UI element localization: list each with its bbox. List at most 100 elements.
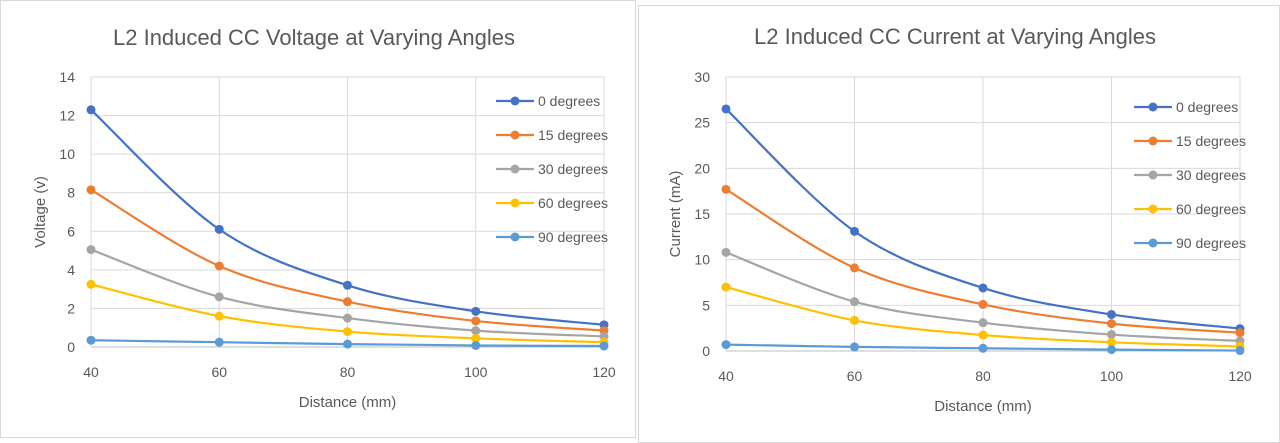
data-point xyxy=(850,342,859,352)
data-point xyxy=(978,330,988,340)
data-point xyxy=(850,263,859,273)
y-tick-label: 12 xyxy=(59,108,75,124)
y-tick-label: 10 xyxy=(694,252,710,268)
data-point xyxy=(471,333,481,343)
y-tick-label: 4 xyxy=(67,262,75,278)
data-point xyxy=(471,326,481,336)
data-point xyxy=(86,245,96,255)
y-tick-label: 5 xyxy=(702,297,710,313)
y-tick-label: 20 xyxy=(694,160,710,176)
legend-label: 15 degrees xyxy=(1176,133,1246,149)
chart-1: L2 Induced CC Current at Varying Angles 0… xyxy=(638,5,1280,443)
chart-border xyxy=(0,0,636,438)
legend-label: 60 degrees xyxy=(1176,201,1246,217)
data-point xyxy=(721,247,731,257)
chart-title: L2 Induced CC Current at Varying Angles xyxy=(754,24,1156,49)
series-2: 30 degrees xyxy=(86,161,609,341)
data-point xyxy=(978,283,988,293)
legend-label: 0 degrees xyxy=(538,93,600,109)
data-point xyxy=(471,316,481,326)
data-point xyxy=(343,313,352,323)
x-tick-label: 100 xyxy=(464,364,488,380)
data-point xyxy=(978,299,988,309)
data-point xyxy=(471,340,481,350)
legend-label: 60 degrees xyxy=(538,195,608,211)
series-4: 90 degrees xyxy=(86,229,609,351)
legend-marker xyxy=(1148,238,1158,248)
data-point xyxy=(343,339,352,349)
data-point xyxy=(978,343,988,353)
legend-marker xyxy=(510,130,520,140)
y-tick-label: 2 xyxy=(67,300,75,316)
legend-marker xyxy=(510,96,520,106)
series-1: 15 degrees xyxy=(86,127,609,336)
x-tick-label: 60 xyxy=(211,364,227,380)
x-tick-label: 120 xyxy=(592,364,616,380)
data-point xyxy=(721,184,731,194)
data-point xyxy=(721,104,731,114)
data-point xyxy=(343,297,352,307)
x-axis-label: Distance (mm) xyxy=(299,394,397,411)
data-point xyxy=(1107,337,1116,347)
data-point xyxy=(86,105,96,115)
x-tick-label: 80 xyxy=(340,364,356,380)
x-tick-label: 80 xyxy=(975,368,991,384)
data-point xyxy=(86,185,96,195)
series-0: 0 degrees xyxy=(721,99,1245,334)
series-4: 90 degrees xyxy=(721,235,1246,356)
series-0: 0 degrees xyxy=(86,93,609,330)
data-point xyxy=(721,340,731,350)
y-tick-label: 6 xyxy=(67,223,75,239)
legend-label: 90 degrees xyxy=(1176,235,1246,251)
x-tick-label: 60 xyxy=(847,368,863,384)
data-point xyxy=(1235,346,1245,356)
data-point xyxy=(343,280,352,290)
legend-label: 90 degrees xyxy=(538,229,608,245)
data-point xyxy=(214,337,224,347)
chart-border xyxy=(638,5,1280,443)
legend-label: 30 degrees xyxy=(1176,167,1246,183)
data-point xyxy=(214,311,224,321)
chart-0: L2 Induced CC Voltage at Varying Angles 0… xyxy=(0,0,636,438)
y-tick-label: 14 xyxy=(59,69,75,85)
legend-marker xyxy=(510,164,520,174)
y-tick-label: 10 xyxy=(59,146,75,162)
data-point xyxy=(86,279,96,289)
y-axis-label: Voltage (v) xyxy=(32,176,49,248)
data-point xyxy=(850,297,859,307)
legend-label: 30 degrees xyxy=(538,161,608,177)
data-point xyxy=(214,261,224,271)
series-1: 15 degrees xyxy=(721,133,1246,338)
legend-label: 0 degrees xyxy=(1176,99,1238,115)
data-point xyxy=(1235,328,1245,338)
data-point xyxy=(214,224,224,234)
y-tick-label: 15 xyxy=(694,206,710,222)
y-tick-label: 8 xyxy=(67,185,75,201)
data-point xyxy=(471,306,481,316)
x-axis-label: Distance (mm) xyxy=(934,398,1032,415)
series-2: 30 degrees xyxy=(721,167,1246,346)
data-point xyxy=(850,315,859,325)
data-point xyxy=(1107,345,1116,355)
data-point xyxy=(1107,309,1116,319)
data-point xyxy=(86,335,96,345)
data-point xyxy=(214,292,224,302)
legend-marker xyxy=(510,232,520,242)
data-point xyxy=(1107,330,1116,340)
legend-marker xyxy=(1148,102,1158,112)
y-tick-label: 30 xyxy=(694,69,710,85)
series-3: 60 degrees xyxy=(86,195,609,347)
x-tick-label: 100 xyxy=(1100,368,1124,384)
data-point xyxy=(343,327,352,337)
data-point xyxy=(721,282,731,292)
data-point xyxy=(1107,319,1116,329)
y-axis-label: Current (mA) xyxy=(667,171,684,258)
data-point xyxy=(599,341,609,351)
legend-marker xyxy=(510,198,520,208)
chart-title: L2 Induced CC Voltage at Varying Angles xyxy=(113,25,515,50)
x-tick-label: 120 xyxy=(1228,368,1252,384)
legend-marker xyxy=(1148,170,1158,180)
data-point xyxy=(978,318,988,328)
x-tick-label: 40 xyxy=(718,368,734,384)
